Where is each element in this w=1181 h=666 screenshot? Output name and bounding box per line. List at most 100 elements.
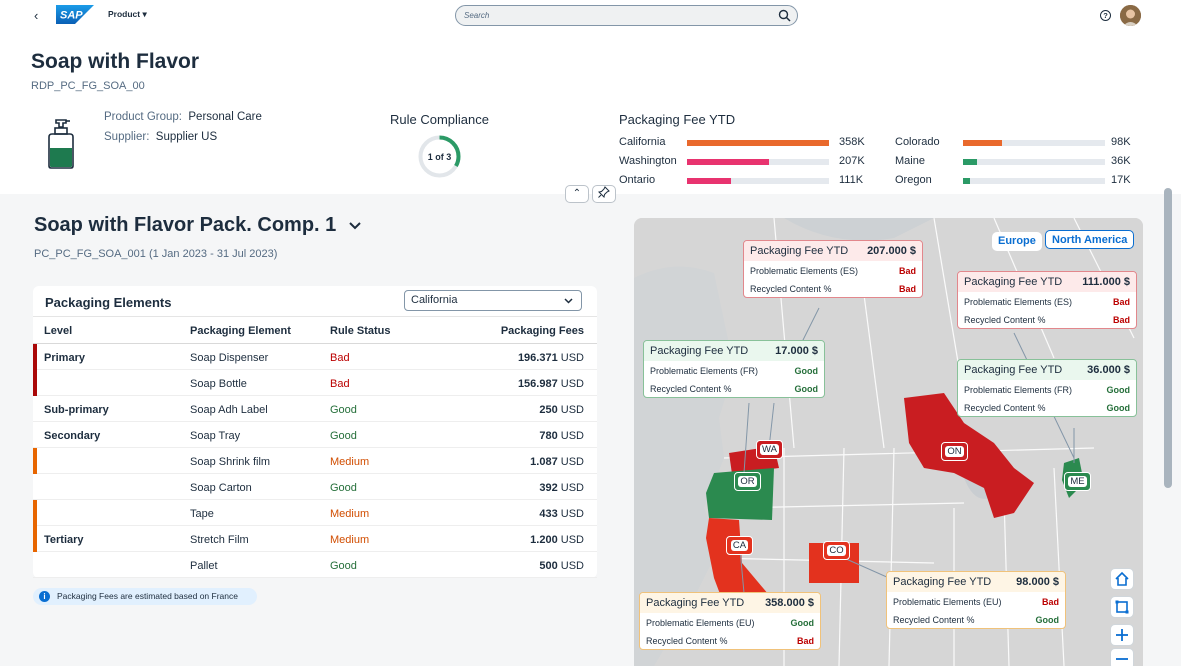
- cell-status: Bad: [330, 378, 350, 390]
- map-tooltip: Packaging Fee YTD 358.000 $ Problematic El…: [639, 592, 821, 650]
- tooltip-line: Problematic Elements (FR) Good: [650, 366, 818, 376]
- table-row[interactable]: Pallet Good 500 USD: [33, 552, 597, 578]
- tooltip-line: Recycled Content % Good: [964, 403, 1130, 413]
- tooltip-line: Problematic Elements (ES) Bad: [964, 297, 1130, 307]
- cell-element: Soap Tray: [190, 430, 241, 442]
- cell-status: Good: [330, 482, 357, 494]
- tooltip-line: Recycled Content % Bad: [646, 636, 814, 646]
- table-row[interactable]: Soap Carton Good 392 USD: [33, 474, 597, 500]
- map-pin-me[interactable]: ME: [1064, 472, 1091, 491]
- cell-level: Tertiary: [44, 534, 84, 546]
- cell-fee: 500 USD: [539, 560, 584, 572]
- cell-fee: 156.987 USD: [517, 378, 584, 390]
- search-placeholder: Search: [464, 11, 490, 20]
- region-north-america-button[interactable]: North America: [1045, 230, 1135, 249]
- table-header: Level Packaging Element Rule Status Pack…: [33, 316, 597, 344]
- map-pin-wa[interactable]: WA: [756, 440, 783, 459]
- shell-bar: ‹ SAP Product ▾ Search ?: [0, 0, 1181, 32]
- table-row[interactable]: Soap Bottle Bad 156.987 USD: [33, 370, 597, 396]
- fee-bar-colorado[interactable]: Colorado 98K: [895, 136, 1131, 148]
- cell-status: Good: [330, 404, 357, 416]
- fee-bar-fill: [963, 178, 970, 184]
- cell-status: Medium: [330, 508, 370, 520]
- table-row[interactable]: Primary Soap Dispenser Bad 196.371 USD: [33, 344, 597, 370]
- soap-bottle-icon: [48, 119, 74, 169]
- collapse-header-button[interactable]: ⌃: [565, 185, 589, 203]
- map-tooltip: Packaging Fee YTD 111.000 $ Problematic El…: [957, 271, 1137, 329]
- map-tooltip: Packaging Fee YTD 207.000 $ Problematic El…: [743, 240, 923, 298]
- sap-logo[interactable]: SAP: [56, 5, 94, 24]
- avatar[interactable]: [1120, 5, 1141, 26]
- svg-text:SAP: SAP: [60, 10, 83, 22]
- packaging-fee-title: Packaging Fee YTD: [619, 112, 736, 127]
- fee-bar-ontario[interactable]: Ontario 111K: [619, 174, 864, 186]
- table-row[interactable]: Sub-primary Soap Adh Label Good 250 USD: [33, 396, 597, 422]
- fee-bar-washington[interactable]: Washington 207K: [619, 155, 865, 167]
- home-icon[interactable]: [1110, 568, 1134, 590]
- tooltip-header: Packaging Fee YTD 358.000 $: [640, 593, 820, 613]
- map-pin-or[interactable]: OR: [734, 472, 761, 491]
- info-message: i Packaging Fees are estimated based on …: [33, 588, 257, 605]
- cell-element: Soap Bottle: [190, 378, 247, 390]
- back-icon[interactable]: ‹: [34, 8, 39, 23]
- page-title: Soap with Flavor: [31, 50, 200, 73]
- pin-icon: [597, 186, 610, 199]
- help-icon[interactable]: ?: [1100, 10, 1111, 21]
- table-row[interactable]: Secondary Soap Tray Good 780 USD: [33, 422, 597, 448]
- zoom-in-icon[interactable]: [1110, 624, 1134, 646]
- zoom-out-icon[interactable]: [1110, 648, 1134, 666]
- pin-header-button[interactable]: [592, 185, 616, 203]
- cell-element: Stretch Film: [190, 534, 249, 546]
- tooltip-line: Problematic Elements (EU) Bad: [893, 597, 1059, 607]
- cell-fee: 1.087 USD: [530, 456, 584, 468]
- status-indicator: [33, 526, 37, 552]
- map-pin-ca[interactable]: CA: [726, 536, 753, 555]
- cell-status: Bad: [330, 352, 350, 364]
- cell-element: Soap Dispenser: [190, 352, 269, 364]
- cell-status: Medium: [330, 456, 370, 468]
- tooltip-line: Problematic Elements (ES) Bad: [750, 266, 916, 276]
- cell-fee: 780 USD: [539, 430, 584, 442]
- col-fees: Packaging Fees: [500, 325, 584, 337]
- tooltip-header: Packaging Fee YTD 111.000 $: [958, 272, 1136, 292]
- cell-element: Tape: [190, 508, 214, 520]
- map-pin-on[interactable]: ON: [941, 442, 968, 461]
- search-input[interactable]: Search: [455, 5, 798, 26]
- select-area-icon[interactable]: [1110, 596, 1134, 618]
- geo-map[interactable]: Europe North America Packaging Fee YTD 20…: [634, 218, 1143, 666]
- search-icon[interactable]: [778, 9, 791, 22]
- cell-fee: 433 USD: [539, 508, 584, 520]
- region-europe-button[interactable]: Europe: [992, 232, 1042, 251]
- status-indicator: [33, 500, 37, 526]
- col-level: Level: [44, 325, 73, 337]
- tooltip-line: Problematic Elements (EU) Good: [646, 618, 814, 628]
- region-select[interactable]: California: [404, 290, 582, 311]
- fee-bar-fill: [963, 140, 1002, 146]
- map-tooltip: Packaging Fee YTD 17.000 $ Problematic Ele…: [643, 340, 825, 398]
- map-pin-co[interactable]: CO: [823, 541, 850, 560]
- section-title[interactable]: Soap with Flavor Pack. Comp. 1: [34, 214, 362, 237]
- cell-element: Soap Carton: [190, 482, 252, 494]
- fee-bar-maine[interactable]: Maine 36K: [895, 155, 1131, 167]
- cell-element: Soap Shrink film: [190, 456, 271, 468]
- table-row[interactable]: Tertiary Stretch Film Medium 1.200 USD: [33, 526, 597, 552]
- cell-level: Sub-primary: [44, 404, 109, 416]
- page-subtitle: RDP_PC_FG_SOA_00: [31, 80, 145, 92]
- rule-compliance-title: Rule Compliance: [390, 112, 489, 127]
- product-menu[interactable]: Product ▾: [108, 9, 147, 19]
- fee-bar-california[interactable]: California 358K: [619, 136, 865, 148]
- cell-level: Primary: [44, 352, 85, 364]
- map-tooltip: Packaging Fee YTD 98.000 $ Problematic Ele…: [886, 571, 1066, 629]
- cell-status: Good: [330, 430, 357, 442]
- packaging-elements-card: Packaging Elements California Level Pack…: [33, 286, 597, 578]
- table-row[interactable]: Soap Shrink film Medium 1.087 USD: [33, 448, 597, 474]
- chevron-down-icon: [349, 222, 361, 230]
- page-scrollbar[interactable]: [1164, 188, 1172, 488]
- table-row[interactable]: Tape Medium 433 USD: [33, 500, 597, 526]
- attr-product-group: Product Group: Personal Care: [104, 111, 262, 123]
- rule-compliance-value: 1 of 3: [428, 152, 452, 162]
- fee-bar-oregon[interactable]: Oregon 17K: [895, 174, 1131, 186]
- status-indicator: [33, 448, 37, 474]
- card-title: Packaging Elements: [45, 295, 172, 310]
- tooltip-line: Problematic Elements (FR) Good: [964, 385, 1130, 395]
